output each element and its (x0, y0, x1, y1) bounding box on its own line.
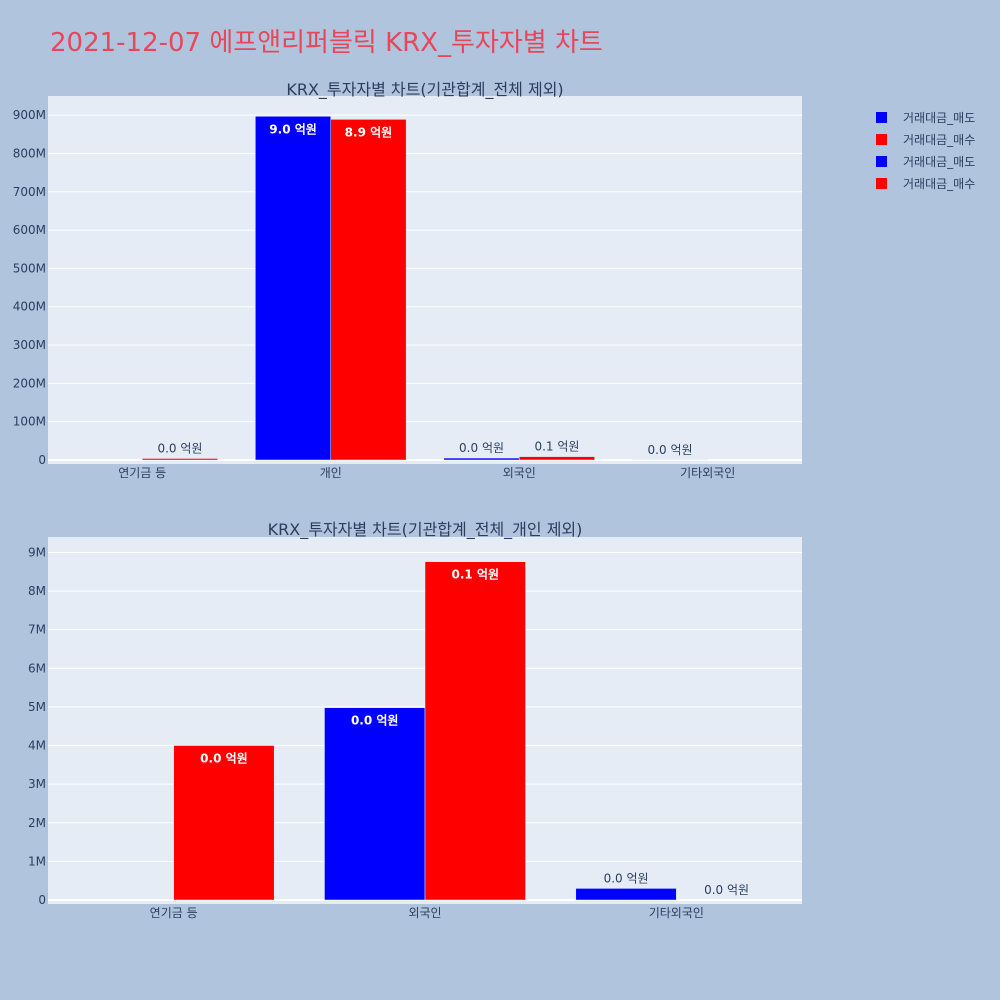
legend-label: 거래대금_매수 (903, 132, 976, 147)
y-tick-label: 400M (13, 300, 46, 314)
y-tick-label: 5M (28, 700, 46, 714)
x-tick-label: 연기금 등 (150, 906, 198, 920)
data-label: 0.0 억원 (351, 714, 399, 728)
bar (575, 888, 677, 901)
y-tick-label: 9M (28, 545, 46, 559)
legend-label: 거래대금_매도 (903, 154, 976, 169)
y-tick-label: 0 (38, 453, 46, 467)
legend-swatch (876, 111, 887, 123)
x-tick-label: 외국인 (408, 906, 441, 920)
y-tick-label: 200M (13, 376, 46, 390)
x-tick-label: 기타외국인 (649, 906, 704, 920)
y-tick-label: 300M (13, 338, 46, 352)
legend-label: 거래대금_매도 (903, 110, 976, 125)
y-tick-label: 7M (28, 623, 46, 637)
y-tick-label: 900M (13, 108, 46, 122)
legend-item[interactable]: 거래대금_매도 (876, 150, 975, 172)
bar (255, 116, 332, 461)
legend-item[interactable]: 거래대금_매수 (876, 172, 975, 194)
y-tick-label: 3M (28, 777, 46, 791)
y-tick-label: 8M (28, 584, 46, 598)
data-label: 0.0 억원 (648, 443, 693, 457)
y-tick-label: 500M (13, 261, 46, 275)
y-tick-label: 6M (28, 661, 46, 675)
data-label: 0.0 억원 (704, 883, 749, 897)
chart-title: KRX_투자자별 차트(기관합계_전체 제외) (286, 80, 563, 100)
y-tick-label: 600M (13, 223, 46, 237)
page-title: 2021-12-07 에프앤리퍼블릭 KRX_투자자별 차트 (50, 28, 603, 58)
legend-swatch (876, 133, 887, 145)
bar (324, 707, 426, 901)
data-label: 0.1 억원 (534, 440, 579, 454)
bar (424, 561, 526, 901)
y-tick-label: 800M (13, 146, 46, 160)
bar (443, 457, 520, 461)
legend-label: 거래대금_매수 (903, 176, 976, 191)
chart-1: KRX_투자자별 차트(기관합계_전체 제외) 0 100M 200M 300M 400M… (13, 80, 802, 480)
legend-item[interactable]: 거래대금_매도 (876, 106, 975, 128)
y-tick-label: 0 (38, 893, 46, 907)
y-tick-label: 1M (28, 854, 46, 868)
y-tick-label: 700M (13, 185, 46, 199)
x-tick-label: 기타외국인 (680, 466, 735, 480)
legend[interactable]: 거래대금_매도 거래대금_매수 거래대금_매도 거래대금_매수 (876, 106, 975, 194)
data-label: 8.9 억원 (345, 125, 393, 139)
legend-swatch (876, 155, 887, 167)
legend-item[interactable]: 거래대금_매수 (876, 128, 975, 150)
data-label: 0.1 억원 (452, 568, 500, 582)
bar (519, 456, 595, 461)
legend-swatch (876, 177, 887, 189)
x-tick-label: 외국인 (503, 466, 536, 480)
x-tick-label: 개인 (320, 466, 342, 480)
data-label: 9.0 억원 (269, 122, 317, 136)
bar (142, 458, 218, 461)
y-tick-label: 4M (28, 739, 46, 753)
data-label: 0.0 억원 (200, 752, 248, 766)
chart-2: KRX_투자자별 차트(기관합계_전체_개인 제외) 0 1M 2M 3M 4M 5M 6M 7… (28, 520, 802, 920)
data-label: 0.0 억원 (604, 871, 649, 885)
chart-title: KRX_투자자별 차트(기관합계_전체_개인 제외) (268, 520, 583, 540)
data-label: 0.0 억원 (157, 441, 202, 455)
plot-area (48, 96, 802, 464)
x-tick-label: 연기금 등 (118, 466, 166, 480)
y-tick-label: 2M (28, 816, 46, 830)
data-label: 0.0 억원 (459, 441, 504, 455)
bar (330, 119, 407, 461)
bar (173, 745, 275, 901)
y-tick-label: 100M (13, 415, 46, 429)
